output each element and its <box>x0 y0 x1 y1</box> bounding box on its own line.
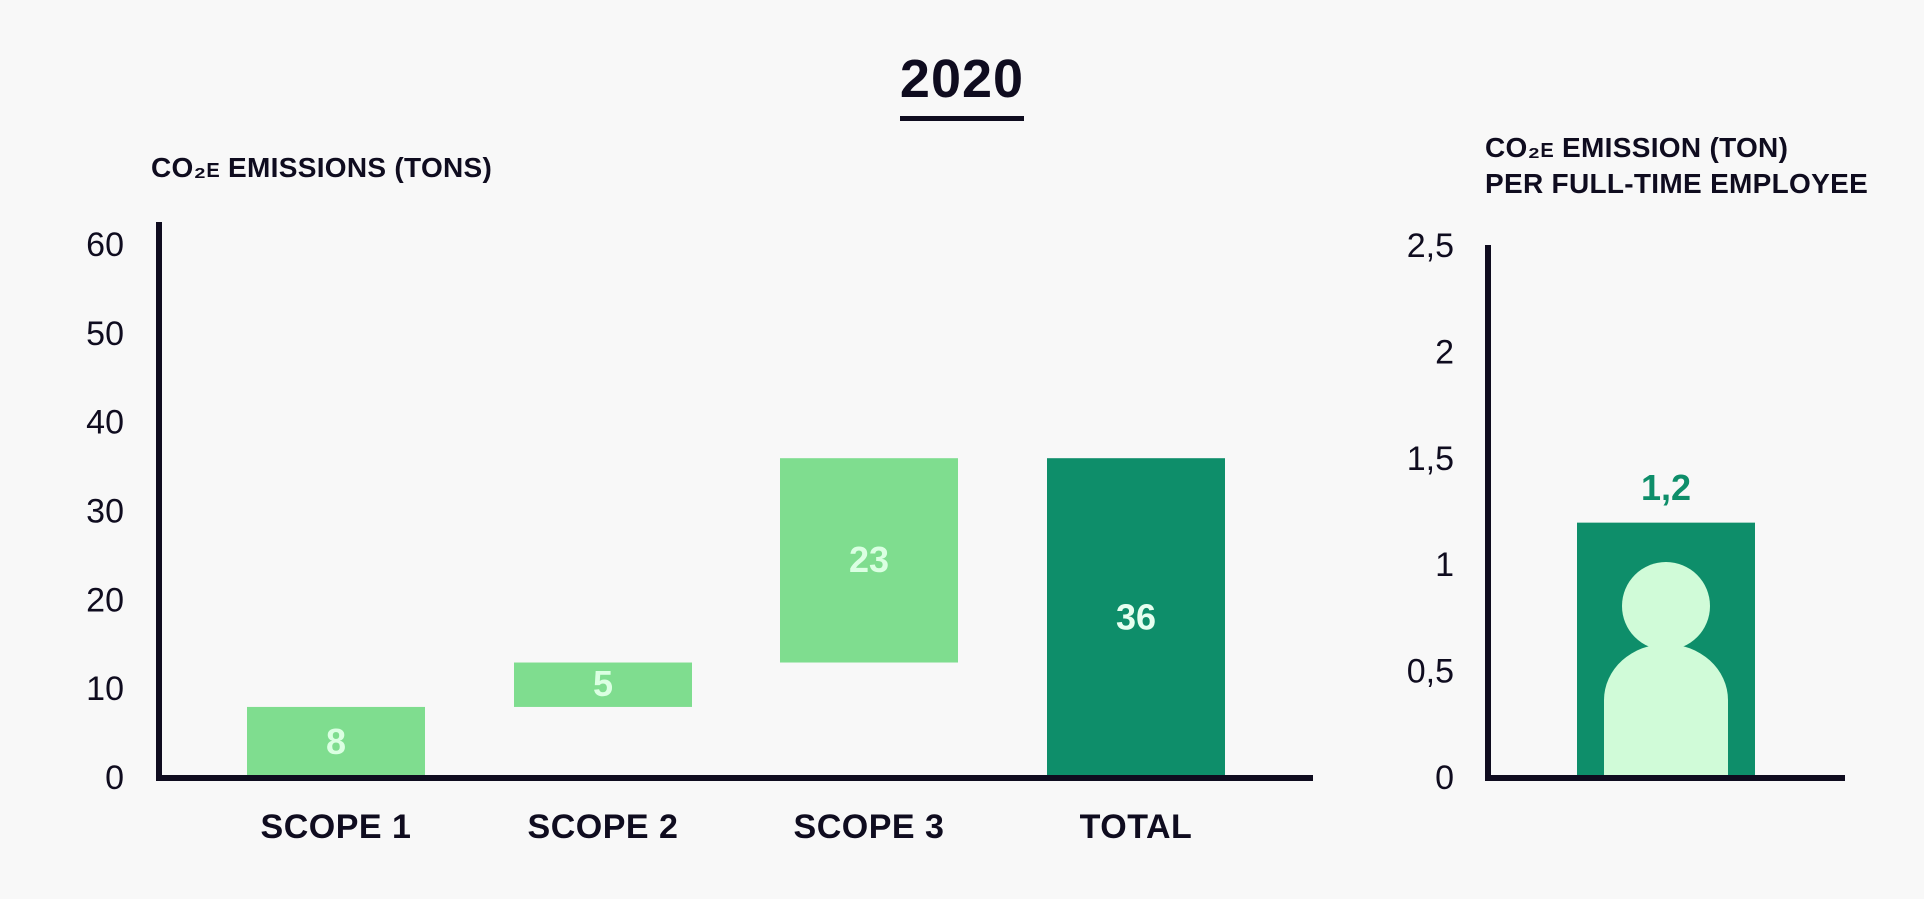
per-employee-chart-title: CO₂e EMISSION (TON) PER FULL-TIME EMPLOY… <box>1485 132 1869 199</box>
y-tick-label: 20 <box>86 581 124 619</box>
y-tick-label: 1,5 <box>1407 440 1454 478</box>
person-icon <box>1604 644 1728 778</box>
page-title: 2020 <box>0 48 1924 121</box>
category-label: SCOPE 1 <box>261 808 412 846</box>
y-tick-label: 50 <box>86 315 124 353</box>
y-tick-label: 1 <box>1435 546 1454 584</box>
y-tick-label: 30 <box>86 492 124 530</box>
data-label: 8 <box>326 721 346 762</box>
bar-scope-2 <box>514 662 692 707</box>
data-label: 5 <box>593 663 613 704</box>
y-tick-label: 2 <box>1435 333 1454 371</box>
y-tick-label: 0,5 <box>1407 653 1454 691</box>
category-label: SCOPE 3 <box>794 808 945 846</box>
data-label: 23 <box>849 539 889 580</box>
y-tick-label: 40 <box>86 404 124 442</box>
data-label: 1,2 <box>1641 467 1691 508</box>
bar-scope-1 <box>247 706 425 778</box>
bar-scope-3 <box>780 458 958 663</box>
y-tick-label: 0 <box>105 759 124 797</box>
y-tick-label: 10 <box>86 670 124 708</box>
data-label: 36 <box>1116 597 1156 638</box>
category-label: SCOPE 2 <box>528 808 679 846</box>
y-tick-label: 2,5 <box>1407 227 1454 265</box>
category-label: TOTAL <box>1080 808 1193 846</box>
emissions-chart-title: CO₂e EMISSIONS (TONS) <box>151 152 493 183</box>
y-tick-label: 0 <box>1435 759 1454 797</box>
person-icon-head <box>1622 562 1710 650</box>
y-tick-label: 60 <box>86 226 124 264</box>
bar-total <box>1047 458 1225 778</box>
